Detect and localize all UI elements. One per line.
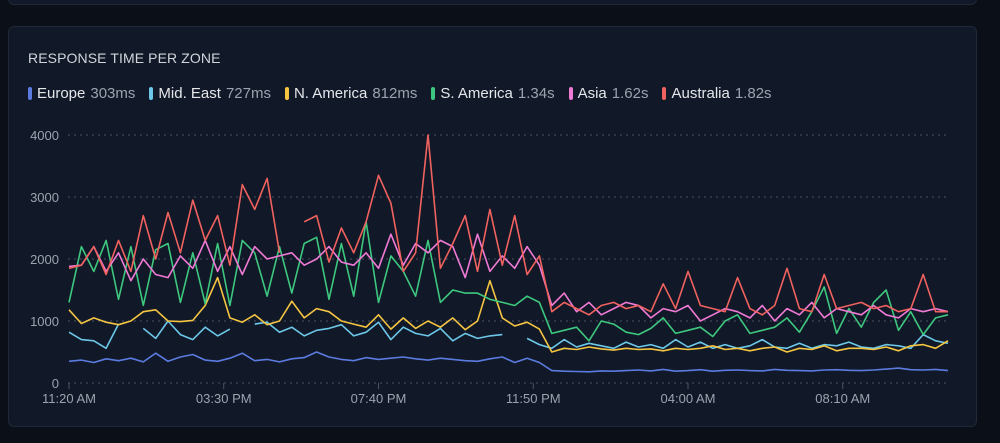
y-tick-label: 1000: [30, 314, 59, 329]
legend-value: 1.34s: [517, 85, 555, 102]
legend-value: 812ms: [372, 85, 418, 102]
legend-label: Asia: [577, 85, 607, 102]
y-tick-label: 4000: [30, 128, 59, 143]
legend-item-australia[interactable]: Australia 1.82s: [662, 85, 772, 102]
legend-item-s-america[interactable]: S. America 1.34s: [431, 85, 555, 102]
x-tick-label: 08:10 AM: [815, 391, 870, 406]
x-tick-label: 07:40 PM: [351, 391, 407, 406]
legend-value: 1.82s: [734, 85, 772, 102]
legend-swatch: [662, 87, 667, 100]
y-tick-label: 2000: [30, 252, 59, 267]
legend-swatch: [28, 87, 32, 100]
series-line-s-america: [68, 221, 949, 342]
series-line-mid-east: [68, 320, 949, 350]
legend-label: Europe: [37, 85, 86, 102]
series-line-asia: [68, 233, 949, 322]
legend-label: N. America: [293, 85, 368, 102]
legend-item-n-america[interactable]: N. America 812ms: [284, 85, 418, 102]
legend-swatch: [149, 87, 154, 100]
legend-item-asia[interactable]: Asia 1.62s: [568, 85, 649, 102]
series-line-n-america: [68, 276, 949, 353]
chart-title: RESPONSE TIME PER ZONE: [28, 50, 221, 66]
legend-swatch: [284, 87, 289, 100]
x-tick-label: 11:50 PM: [506, 391, 561, 406]
legend-swatch: [568, 87, 573, 100]
legend-label: Australia: [671, 85, 730, 102]
legend: Europe 303ms Mid. East 727ms N. America 812ms…: [28, 85, 772, 102]
legend-item-mid-east[interactable]: Mid. East 727ms: [149, 85, 271, 102]
legend-swatch: [431, 87, 436, 100]
y-tick-label: 3000: [30, 190, 59, 205]
x-tick-label: 04:00 AM: [661, 391, 716, 406]
x-tick-label: 11:20 AM: [42, 391, 96, 406]
legend-label: Mid. East: [158, 85, 221, 102]
legend-item-europe[interactable]: Europe 303ms: [28, 85, 135, 102]
x-tick-label: 03:30 PM: [196, 391, 252, 406]
y-tick-label: 0: [52, 376, 59, 391]
legend-value: 727ms: [225, 85, 271, 102]
legend-value: 303ms: [90, 85, 136, 102]
series-line-australia: [68, 134, 948, 316]
series-line-europe: [68, 351, 949, 373]
legend-value: 1.62s: [611, 85, 649, 102]
legend-label: S. America: [440, 85, 513, 102]
